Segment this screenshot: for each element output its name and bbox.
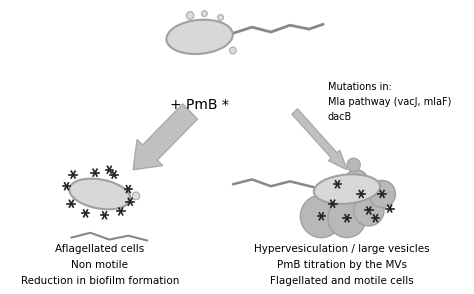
Circle shape <box>369 181 395 208</box>
Circle shape <box>328 199 366 238</box>
Text: Aflagellated cells
Non motile
Reduction in biofilm formation: Aflagellated cells Non motile Reduction … <box>21 244 179 285</box>
Circle shape <box>347 158 360 172</box>
Text: Hypervesiculation / large vesicles
PmB titration by the MVs
Flagellated and moti: Hypervesiculation / large vesicles PmB t… <box>255 244 430 285</box>
Circle shape <box>186 12 194 19</box>
FancyArrow shape <box>133 104 198 170</box>
Text: + PmB *: + PmB * <box>170 98 229 112</box>
FancyArrow shape <box>292 109 347 170</box>
Ellipse shape <box>166 20 233 54</box>
Circle shape <box>345 170 368 193</box>
Circle shape <box>218 14 223 20</box>
Circle shape <box>354 195 384 226</box>
Ellipse shape <box>69 179 130 209</box>
Text: Mutations in:
Mla pathway (vacJ, mlaF)
dacB: Mutations in: Mla pathway (vacJ, mlaF) d… <box>328 82 451 122</box>
Ellipse shape <box>314 174 380 204</box>
Circle shape <box>229 47 236 54</box>
Circle shape <box>301 195 342 238</box>
Circle shape <box>201 11 207 16</box>
Circle shape <box>132 192 140 200</box>
